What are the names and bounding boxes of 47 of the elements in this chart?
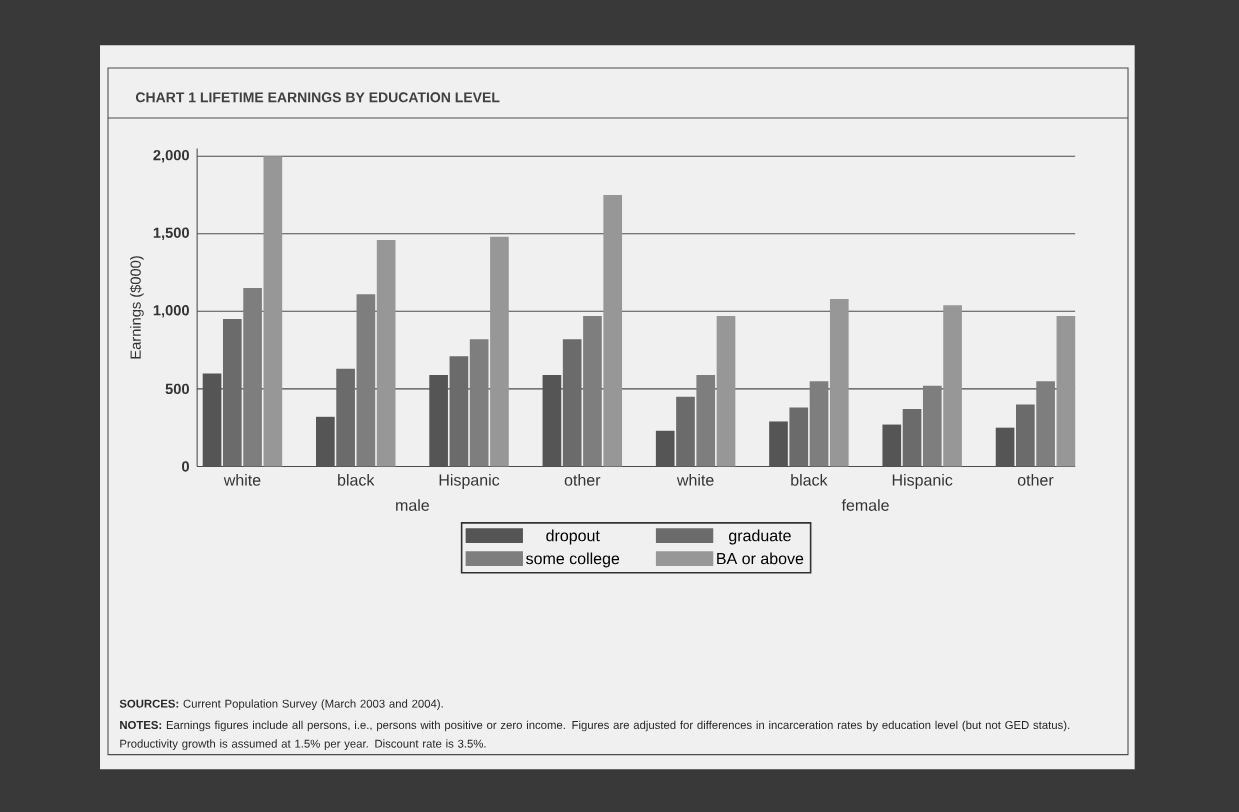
bar [356,294,376,467]
bar [469,339,489,467]
x-tick-label: other [1017,474,1054,486]
text: female [841,499,889,511]
x-tick-label: Hispanic [892,474,953,489]
legend-label: some college [526,552,620,568]
bar [222,319,242,467]
text: male [396,499,429,511]
chart-title: CHART 1 LIFETIME EARNINGS BY EDUCATION LEVEL [135,92,500,103]
x-tick-label: black [338,474,375,486]
x-tick-label: Hispanic [439,474,500,489]
text: SOURCES: Current Population Survey (March 2003 and 2004). [119,699,443,710]
bar [376,239,396,467]
y-tick-label: 0 [182,461,189,472]
x-tick-label: other [564,474,601,486]
bar [676,396,695,467]
x-tick-label: black [791,474,828,486]
bar [449,356,469,467]
bar [490,236,509,467]
bar [1056,315,1076,467]
y-axis-title: Earnings ($000) [129,256,144,359]
bar [1036,381,1055,467]
bar [583,315,602,467]
x-tick-label: white [676,474,714,486]
bar [1016,404,1035,467]
bar [922,385,942,467]
y-tick-label: 2,000 [153,149,189,163]
text: NOTES: Earnings figures include all persons, i.e., persons with positive or zero income. Figures are adjusted for differences in incarceration rates by education level (but not GED status). Productivity growth is assumed at 1.5% per year. Discount rate is 3.5%. [120,720,1070,750]
y-tick-label: 1,000 [153,305,189,318]
bar [943,305,962,467]
y-tick-label: 500 [165,383,189,395]
bar [603,194,623,467]
bar [243,288,262,467]
bar [263,156,283,467]
bar [809,381,829,467]
y-tick-label: 1,500 [153,227,189,241]
bar [336,368,355,467]
legend-label: graduate [729,529,791,545]
bar [789,407,809,467]
legend-label: dropout [546,529,600,545]
bar [562,339,582,467]
legend-label: BA or above [717,552,804,565]
bar [716,315,736,467]
bar [902,409,922,467]
bar [829,298,849,467]
x-tick-label: white [223,474,261,486]
bar [696,374,716,467]
